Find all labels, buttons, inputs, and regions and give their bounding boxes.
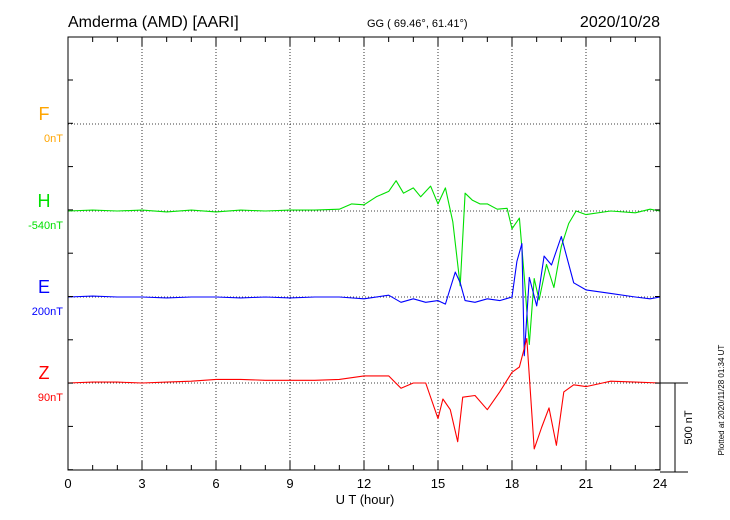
series-e-line — [67, 235, 661, 357]
chart-title-coordinates: GG ( 69.46°, 61.41°) — [367, 18, 468, 30]
series-h-line — [67, 180, 661, 346]
grid-layer — [68, 37, 660, 470]
plotted-timestamp: Plotted at 2020/11/28 01:34 UT — [717, 345, 726, 456]
series-z-name: Z — [39, 363, 50, 383]
series-e-offset-label: 200nT — [32, 306, 63, 318]
x-tick-label: 18 — [505, 476, 519, 491]
series-z-line — [67, 337, 661, 450]
label-layer: F 0nT H -540nT E 200nT Z 90nT — [28, 104, 63, 404]
chart-title-station: Amderma (AMD) [AARI] — [68, 14, 239, 31]
scale-bar-label: 500 nT — [683, 410, 695, 445]
x-tick-label: 15 — [431, 476, 445, 491]
series-layer — [67, 180, 661, 450]
series-z-offset-label: 90nT — [38, 392, 63, 404]
series-f-offset-label: 0nT — [44, 133, 63, 145]
x-tick-label: 24 — [653, 476, 667, 491]
x-axis-label: U T (hour) — [336, 492, 395, 507]
scale-bar: 500 nT — [660, 382, 695, 473]
x-tick-label: 21 — [579, 476, 593, 491]
x-tick-label: 12 — [357, 476, 371, 491]
series-h-offset-label: -540nT — [28, 220, 63, 232]
chart-title-date: 2020/10/28 — [580, 14, 660, 31]
x-tick-label: 0 — [64, 476, 71, 491]
series-h-name: H — [38, 191, 51, 211]
axis-layer: 0 3 6 9 12 15 18 21 24 — [64, 36, 667, 491]
x-tick-label: 9 — [286, 476, 293, 491]
series-f-name: F — [39, 104, 50, 124]
series-e-name: E — [38, 277, 50, 297]
x-tick-label: 3 — [138, 476, 145, 491]
x-tick-label: 6 — [212, 476, 219, 491]
